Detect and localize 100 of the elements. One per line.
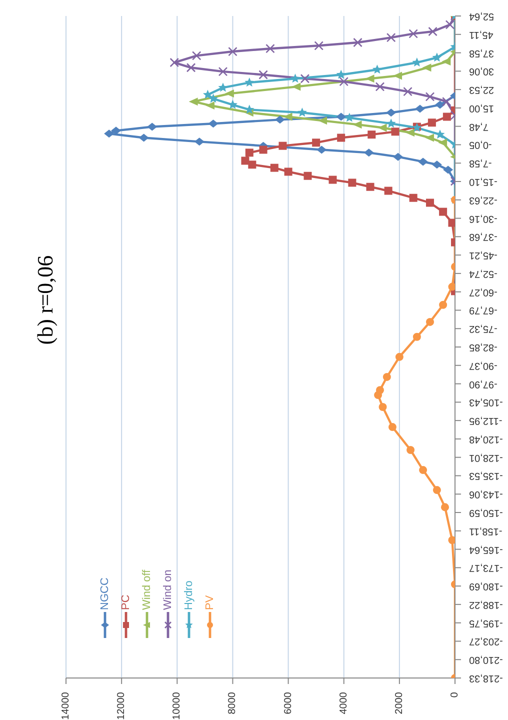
point bbox=[419, 466, 428, 474]
point bbox=[248, 160, 256, 169]
point bbox=[409, 194, 418, 202]
point bbox=[194, 138, 204, 146]
point bbox=[274, 116, 285, 124]
y-tick-label: -203,27 bbox=[468, 636, 503, 647]
point bbox=[388, 423, 396, 432]
point bbox=[382, 372, 391, 381]
point bbox=[336, 112, 346, 121]
y-tick-label: -7,58 bbox=[468, 158, 492, 169]
point bbox=[208, 94, 218, 103]
point bbox=[364, 148, 374, 157]
point bbox=[312, 138, 320, 147]
text: Wind on bbox=[162, 570, 174, 610]
y-tick-label: -128,01 bbox=[468, 452, 503, 463]
text: (b) r=0,06 bbox=[32, 255, 58, 345]
y-tick-label: 45,11 bbox=[468, 28, 494, 40]
point bbox=[426, 198, 434, 207]
point bbox=[297, 108, 307, 117]
y-tick-label: 7,48 bbox=[468, 120, 488, 132]
y-tick-label: 37,58 bbox=[468, 47, 494, 58]
point bbox=[188, 98, 198, 106]
y-tick-label: -22,63 bbox=[468, 194, 498, 206]
point bbox=[432, 160, 442, 169]
point bbox=[412, 332, 421, 341]
text: NGCC bbox=[99, 578, 111, 610]
y-tick-label: -15,10 bbox=[468, 176, 498, 187]
point bbox=[241, 156, 250, 165]
x-tick-label: 8000 bbox=[227, 692, 238, 714]
point bbox=[278, 142, 287, 150]
point bbox=[304, 172, 312, 180]
point bbox=[147, 122, 158, 131]
y-tick-label: -120,48 bbox=[468, 433, 503, 444]
y-tick-label: -60,27 bbox=[468, 286, 498, 298]
point bbox=[290, 74, 300, 83]
y-tick-label: 15,00 bbox=[468, 102, 494, 114]
text: Wind off bbox=[141, 568, 153, 610]
y-tick-label: -75,32 bbox=[468, 323, 498, 334]
point bbox=[316, 146, 327, 154]
y-tick-label: -210,80 bbox=[468, 654, 503, 666]
point bbox=[434, 100, 445, 109]
text: PV bbox=[204, 594, 216, 610]
point bbox=[448, 218, 455, 227]
point bbox=[259, 146, 268, 154]
point bbox=[348, 178, 356, 187]
point bbox=[439, 300, 448, 309]
point bbox=[443, 166, 454, 174]
point bbox=[438, 138, 448, 147]
y-tick-label: -112,95 bbox=[468, 415, 502, 426]
point bbox=[414, 104, 425, 113]
point bbox=[344, 112, 354, 122]
point bbox=[208, 120, 218, 128]
y-tick-label: -67,79 bbox=[468, 304, 498, 316]
point bbox=[372, 64, 382, 74]
y-tick-label: -45,21 bbox=[468, 250, 498, 261]
point bbox=[284, 168, 292, 176]
point bbox=[111, 126, 122, 135]
point bbox=[432, 52, 442, 62]
x-tick-label: 6000 bbox=[282, 692, 294, 714]
point bbox=[428, 118, 436, 127]
point bbox=[391, 128, 400, 136]
y-tick-label: 22,53 bbox=[468, 84, 494, 96]
point bbox=[442, 112, 451, 121]
x-tick-label: 0 bbox=[450, 692, 460, 698]
y-tick-label: -188,22 bbox=[468, 598, 503, 610]
point bbox=[424, 134, 434, 142]
point bbox=[384, 186, 392, 195]
point bbox=[395, 352, 404, 361]
y-tick-label: -37,68 bbox=[468, 231, 498, 242]
point bbox=[439, 208, 448, 216]
point bbox=[244, 78, 254, 87]
point bbox=[406, 128, 415, 137]
point bbox=[386, 108, 396, 117]
point bbox=[440, 503, 449, 512]
y-tick-label: -30,16 bbox=[468, 212, 498, 224]
point bbox=[393, 152, 404, 161]
point bbox=[224, 90, 234, 98]
y-tick-label: -158,11 bbox=[468, 525, 502, 536]
x-tick-label: 2000 bbox=[394, 692, 405, 714]
x-tick-label: 10000 bbox=[172, 692, 183, 720]
point bbox=[412, 58, 422, 67]
point bbox=[104, 130, 114, 138]
y-tick-label: -90,37 bbox=[468, 360, 498, 371]
text: PC bbox=[120, 594, 132, 610]
point bbox=[422, 64, 432, 72]
point bbox=[368, 130, 376, 139]
point bbox=[352, 120, 362, 129]
point bbox=[337, 134, 346, 142]
point bbox=[366, 182, 374, 191]
x-tick-label: 4000 bbox=[338, 692, 350, 714]
point bbox=[202, 90, 212, 99]
y-tick-label: -135,53 bbox=[468, 470, 503, 482]
y-tick-label: -82,85 bbox=[468, 342, 498, 353]
point bbox=[426, 318, 434, 326]
text: Hydro bbox=[183, 580, 195, 610]
point bbox=[336, 70, 346, 79]
y-tick-label: -143,06 bbox=[468, 488, 503, 500]
point bbox=[270, 164, 278, 172]
y-tick-label: -150,59 bbox=[468, 507, 503, 518]
point bbox=[244, 104, 254, 114]
